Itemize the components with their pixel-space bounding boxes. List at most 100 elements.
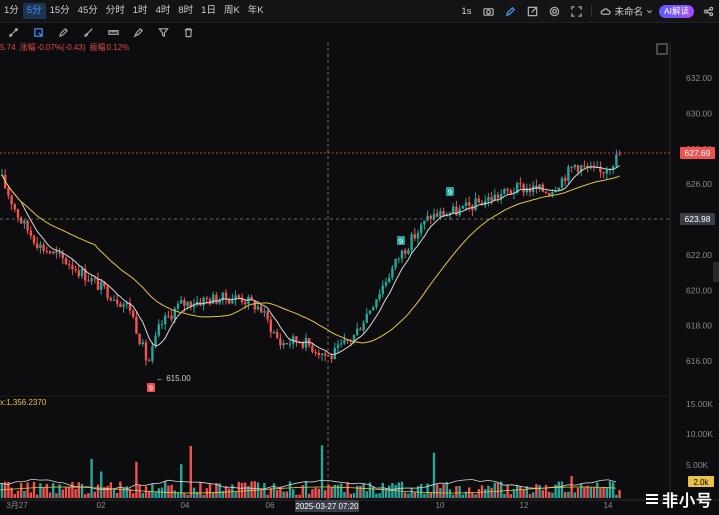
gear-icon[interactable] — [546, 3, 562, 19]
volume-bar — [263, 482, 266, 498]
interval-label[interactable]: 1s — [461, 5, 472, 17]
volume-bar — [560, 481, 564, 498]
candle-body — [516, 183, 519, 193]
volume-bar — [100, 471, 103, 498]
volume-bar — [420, 483, 423, 498]
volume-bar — [301, 485, 304, 498]
candle-body — [340, 343, 343, 345]
timeframe-2[interactable]: 15分 — [49, 5, 70, 16]
volume-bar — [330, 487, 333, 498]
layout-name[interactable]: 未命名 — [614, 7, 643, 18]
volume-bar — [311, 489, 314, 498]
volume-bar — [253, 481, 256, 498]
filter-icon[interactable] — [154, 24, 172, 40]
timeframe-3[interactable]: 45分 — [77, 5, 98, 16]
volume-bar — [394, 484, 397, 498]
trend-line-icon[interactable] — [4, 24, 22, 40]
info-amp-label: 振幅 — [89, 43, 106, 52]
pen-icon[interactable] — [129, 24, 147, 40]
camera-icon[interactable] — [480, 3, 496, 19]
candle-body — [23, 220, 26, 224]
fullscreen-icon[interactable] — [568, 3, 584, 19]
volume-bar — [68, 487, 71, 498]
volume-bar — [0, 483, 4, 498]
crosshair-time-label: 2025-03-27 07:20 — [295, 502, 359, 511]
volume-bar — [432, 452, 436, 498]
candle-body — [170, 315, 173, 320]
ruler-icon[interactable] — [104, 24, 122, 40]
low-price-label: ← 615.00 — [156, 374, 191, 383]
volume-bar — [388, 485, 391, 498]
volume-bar — [36, 494, 39, 498]
volume-bar — [29, 492, 32, 498]
candle-body — [228, 299, 231, 304]
ai-analysis-button[interactable]: AI解读 — [658, 4, 694, 18]
candle-body — [279, 338, 282, 346]
trash-icon[interactable] — [179, 24, 197, 40]
candle-body — [39, 244, 42, 249]
candle-body — [362, 322, 365, 331]
volume-bar — [541, 490, 544, 498]
timeframe-5[interactable]: 1时 — [132, 5, 148, 16]
timeframe-7[interactable]: 8时 — [178, 5, 194, 16]
volume-bar — [64, 487, 68, 498]
drawing-toolbar — [0, 23, 719, 41]
volume-bar — [250, 481, 253, 498]
timeframe-0[interactable]: 1分 — [4, 5, 19, 16]
timeframe-8[interactable]: 1日 — [201, 5, 216, 16]
candle-body — [247, 296, 250, 305]
cursor-icon[interactable] — [29, 24, 47, 40]
timeframe-4[interactable]: 分时 — [105, 5, 125, 16]
pencil-icon[interactable] — [54, 24, 72, 40]
volume-bar — [452, 494, 455, 498]
volume-bar — [327, 484, 330, 498]
candle-body — [218, 300, 221, 304]
candle-body — [391, 267, 394, 278]
volume-bar — [61, 489, 64, 498]
candle-body — [269, 319, 272, 333]
volume-bar — [612, 482, 615, 498]
volume-ma-short — [0, 478, 617, 490]
crosshair-price-tag — [680, 213, 715, 225]
window-icon[interactable] — [524, 3, 540, 19]
timeframe-1[interactable]: 5分 — [22, 3, 46, 19]
brand-logo-icon — [645, 494, 658, 504]
volume-bar — [448, 489, 452, 498]
brush-icon[interactable] — [79, 24, 97, 40]
volume-bar — [32, 481, 36, 498]
volume-bar — [480, 485, 484, 498]
volume-bar — [372, 486, 375, 498]
candle-body — [282, 342, 285, 346]
candle-body — [420, 224, 423, 233]
td-marker-label: 9 — [399, 237, 403, 246]
candle-body — [71, 265, 74, 270]
candle-body — [500, 193, 503, 199]
candle-body — [429, 215, 432, 219]
candle-body — [551, 192, 554, 196]
chevron-down-icon[interactable] — [645, 3, 654, 19]
x-tick-label: 02 — [97, 501, 106, 510]
volume-bar — [522, 489, 525, 498]
candle-body — [432, 213, 436, 219]
candle-body — [141, 342, 144, 345]
timeframe-10[interactable]: 年K — [247, 5, 264, 16]
timeframe-6[interactable]: 4时 — [155, 5, 171, 16]
volume-bar — [599, 487, 602, 498]
candle-body — [176, 303, 180, 309]
volume-bar — [116, 493, 119, 498]
volume-bar — [314, 487, 317, 498]
edit-icon[interactable] — [502, 3, 518, 19]
candle-body — [576, 165, 580, 172]
candle-body — [202, 297, 205, 306]
volume-bar — [404, 492, 407, 498]
timeframe-9[interactable]: 周K — [223, 5, 240, 16]
candle-body — [128, 303, 132, 311]
volume-bar — [564, 492, 567, 498]
share-icon[interactable] — [700, 3, 716, 19]
volume-bar — [80, 483, 84, 498]
volume-bar — [135, 461, 138, 498]
candle-body — [557, 187, 560, 191]
candle-body — [525, 188, 528, 193]
candle-body — [567, 166, 570, 181]
